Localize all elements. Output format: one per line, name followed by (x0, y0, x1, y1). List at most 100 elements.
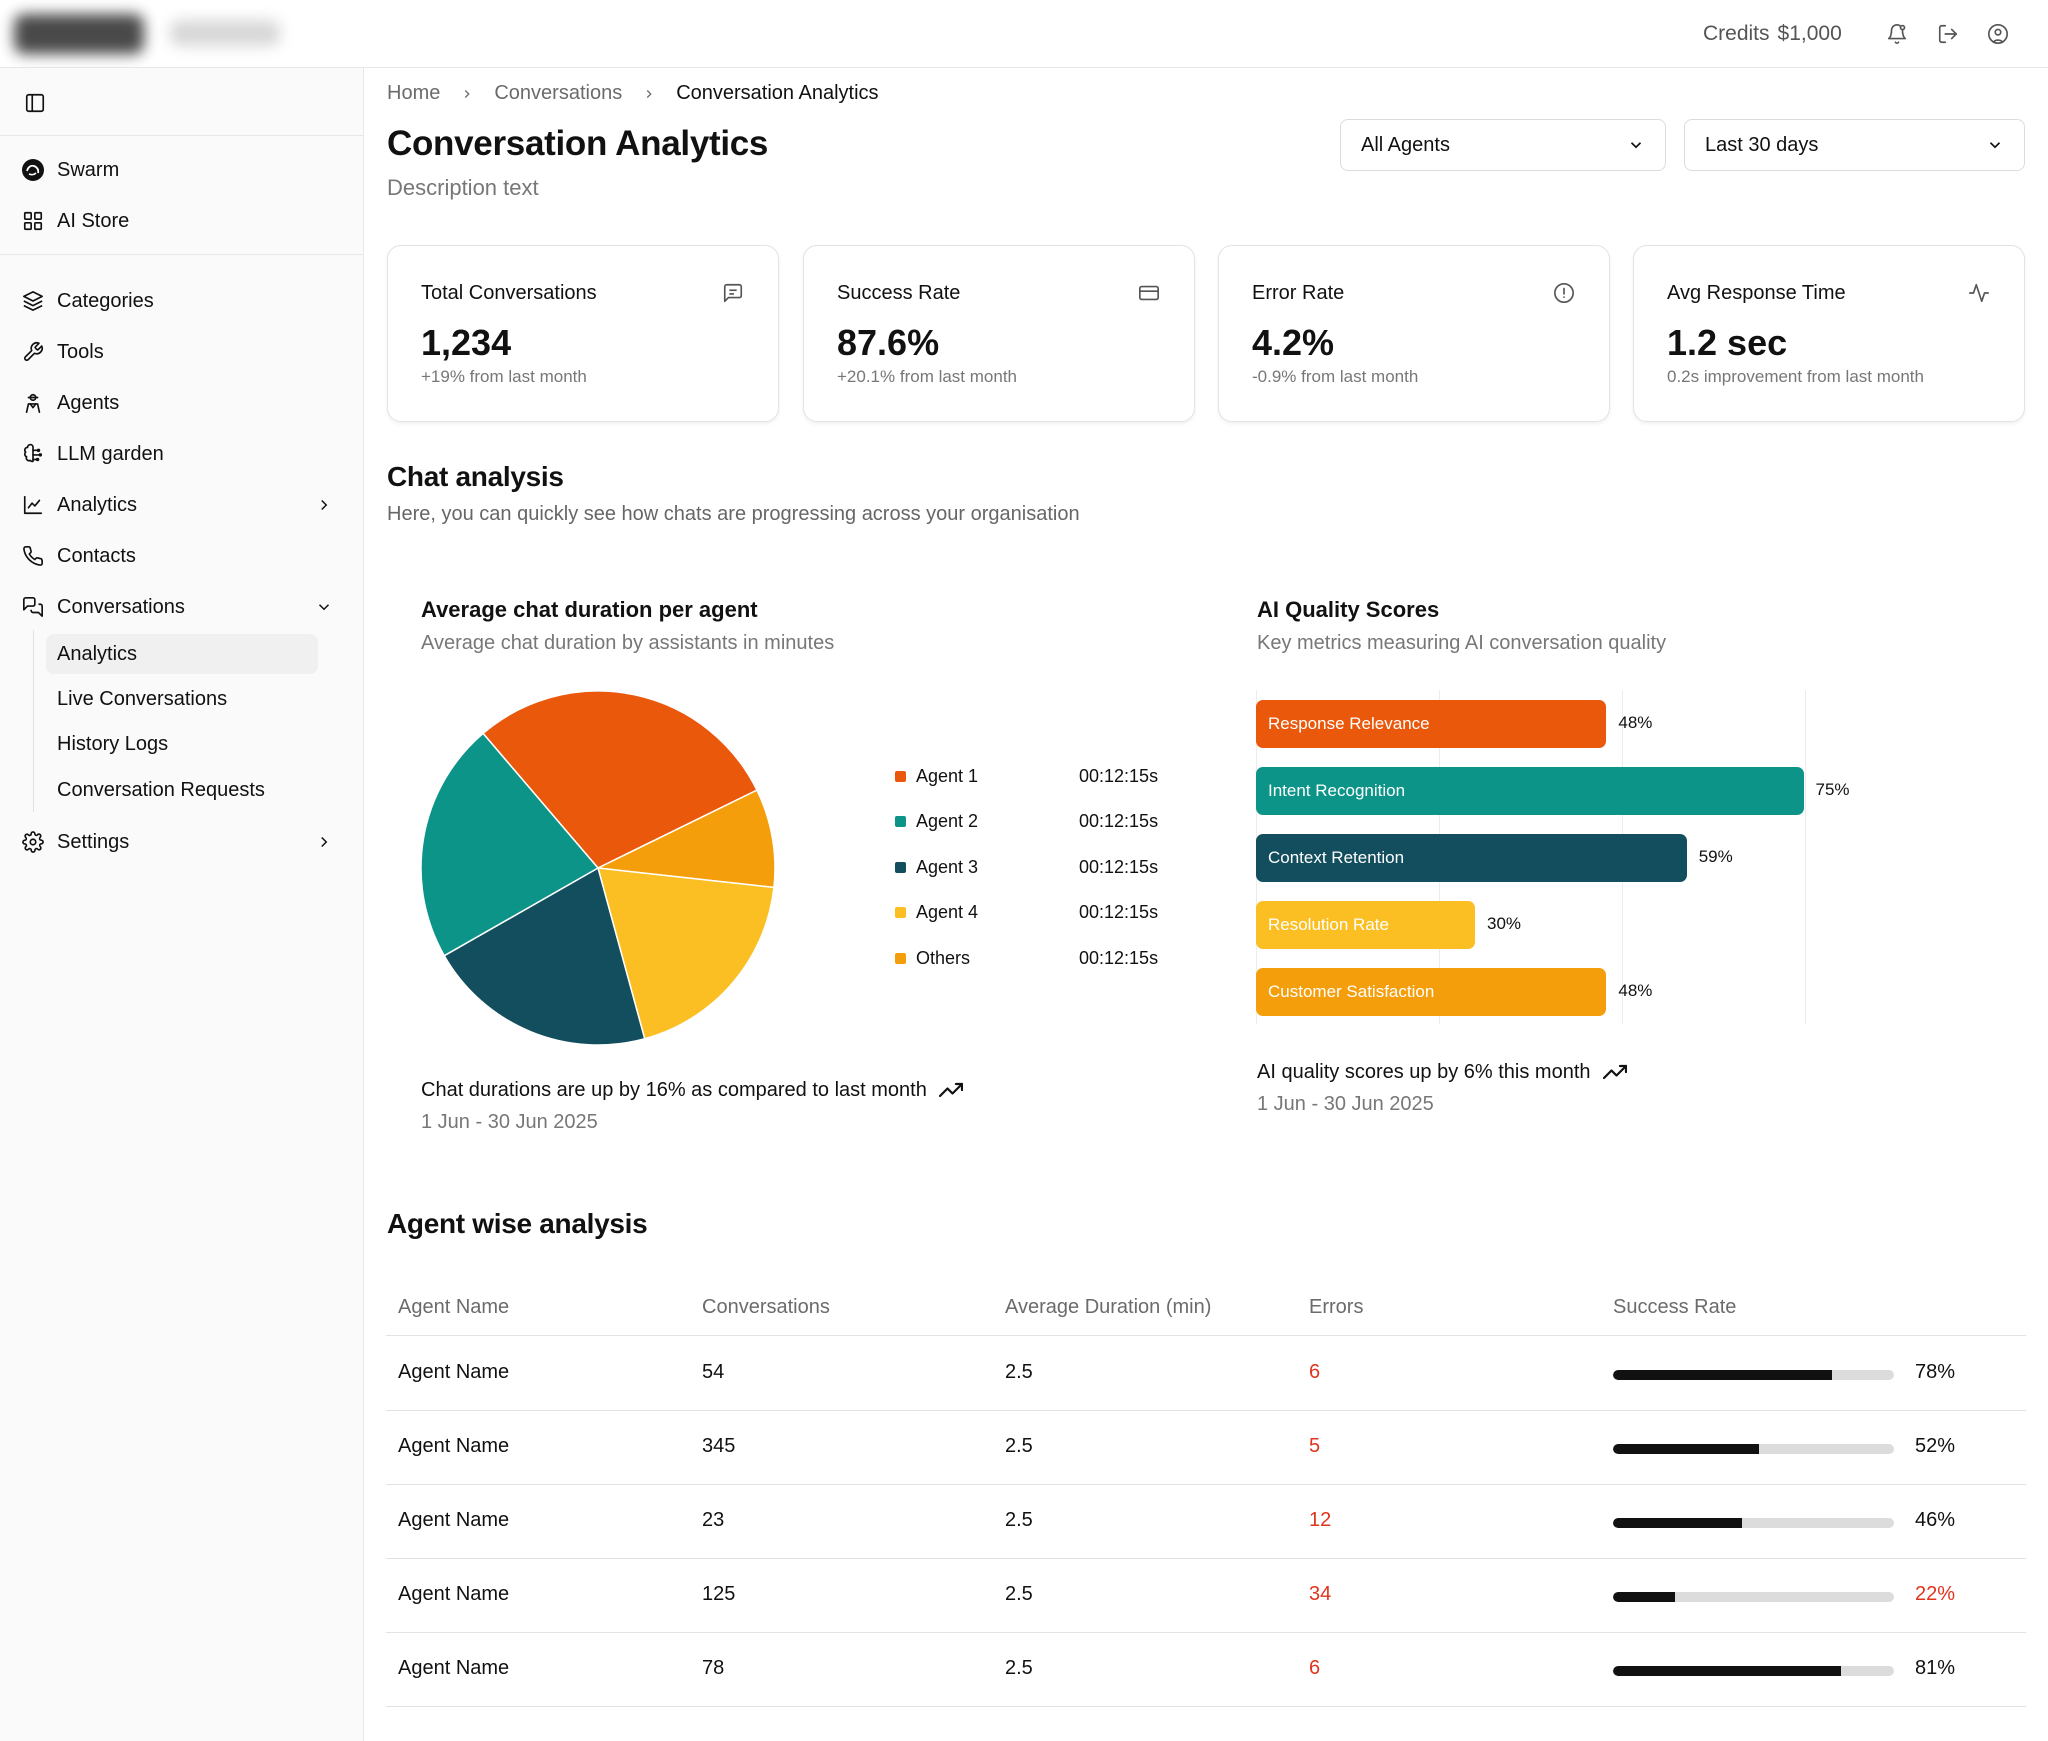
user-circle-icon[interactable] (1984, 20, 2012, 48)
brand-logo[interactable] (14, 14, 144, 54)
period-filter-select[interactable]: Last 30 days (1684, 119, 2025, 171)
table-row[interactable]: Agent Name 78 2.5 6 81% (386, 1633, 2026, 1707)
duration-cell: 2.5 (1005, 1435, 1033, 1457)
errors-cell: 6 (1309, 1657, 1321, 1679)
column-header[interactable]: Agent Name (398, 1296, 510, 1318)
stat-change: +19% from last month (421, 367, 587, 386)
chat-analysis-subtitle: Here, you can quickly see how chats are … (387, 503, 1080, 525)
submenu-item-history-logs[interactable]: History Logs (57, 732, 169, 755)
submenu-item-live-conversations[interactable]: Live Conversations (57, 687, 228, 710)
conversations-cell: 54 (702, 1361, 725, 1383)
pie-slice-agent-1[interactable] (481, 690, 758, 869)
success-rate-fill (1613, 1666, 1841, 1676)
success-rate-fill (1613, 1444, 1760, 1454)
column-header[interactable]: Success Rate (1613, 1296, 1737, 1318)
sidebar-item-categories[interactable]: Categories (20, 283, 340, 319)
sidebar-item-llm-garden[interactable]: LLM garden (20, 436, 340, 472)
top-bar: Credits $1,000 (0, 0, 2048, 68)
stat-change: 0.2s improvement from last month (1667, 367, 1924, 386)
bar-context-retention[interactable]: Context Retention (1256, 834, 1687, 882)
table-row[interactable]: Agent Name 23 2.5 12 46% (386, 1485, 2026, 1559)
table-row[interactable]: Agent Name 345 2.5 5 52% (386, 1411, 2026, 1485)
sidebar-item-analytics[interactable]: Analytics (20, 487, 340, 523)
bar-label: Context Retention (1268, 848, 1405, 867)
sidebar-item-tools[interactable]: Tools (20, 334, 340, 370)
sidebar-item-label: AI Store (57, 209, 130, 232)
layers-icon (20, 288, 46, 314)
submenu-item-analytics[interactable]: Analytics (46, 634, 318, 674)
sidebar-item-contacts[interactable]: Contacts (20, 538, 340, 574)
credits-label: Credits (1703, 22, 1770, 45)
breadcrumb-home[interactable]: Home (387, 82, 441, 104)
stat-change: -0.9% from last month (1252, 367, 1419, 386)
table-row[interactable]: Agent Name 125 2.5 34 22% (386, 1559, 2026, 1633)
bar-value-label: 48% (1618, 981, 1653, 1000)
stat-value: 1.2 sec (1667, 322, 1788, 363)
breadcrumb-current: Conversation Analytics (676, 82, 879, 104)
agent-filter-value: All Agents (1361, 133, 1450, 156)
sidebar-item-ai-store[interactable]: AI Store (20, 203, 340, 239)
success-rate-cell: 81% (1915, 1657, 1956, 1679)
duration-cell: 2.5 (1005, 1657, 1033, 1679)
gear-icon (20, 829, 46, 855)
pie-slice-agent-4[interactable] (596, 867, 775, 1040)
bell-icon[interactable] (1883, 20, 1911, 48)
bar-label: Response Relevance (1268, 714, 1430, 733)
agent-name-cell: Agent Name (398, 1509, 510, 1531)
stat-card-avg-response-time: Avg Response Time 1.2 sec 0.2s improveme… (1633, 245, 2025, 422)
column-header[interactable]: Errors (1309, 1296, 1364, 1318)
period-filter-value: Last 30 days (1705, 133, 1819, 156)
page-description: Description text (387, 175, 539, 200)
stat-title: Success Rate (837, 282, 961, 304)
legend-label: Others (916, 947, 971, 968)
submenu-item-conversation-requests[interactable]: Conversation Requests (57, 778, 265, 801)
pie-slice-others[interactable] (595, 789, 776, 889)
bar-value-label: 59% (1698, 847, 1733, 866)
bar-chart-title: AI Quality Scores (1257, 597, 1440, 622)
legend-swatch (895, 770, 906, 782)
column-header[interactable]: Conversations (702, 1296, 830, 1318)
agent-filter-select[interactable]: All Agents (1340, 119, 1666, 171)
bar-value-label: 30% (1487, 914, 1522, 933)
sidebar-item-label: Contacts (57, 544, 136, 567)
swarm-icon (20, 157, 46, 183)
chevron-right-icon (460, 87, 474, 101)
pie-trend-text: Chat durations are up by 16% as compared… (421, 1078, 927, 1101)
sidebar-item-label: Analytics (57, 493, 138, 516)
page-title: Conversation Analytics (387, 124, 769, 163)
pie-slice-agent-3[interactable] (443, 866, 646, 1046)
column-header[interactable]: Average Duration (min) (1005, 1296, 1212, 1318)
sidebar-item-swarm[interactable]: Swarm (20, 152, 340, 188)
agent-icon (20, 390, 46, 416)
sidebar-item-conversations[interactable]: Conversations (20, 589, 340, 625)
chevron-right-icon (642, 87, 656, 101)
stat-value: 87.6% (837, 322, 940, 363)
bar-intent-recognition[interactable]: Intent Recognition (1256, 767, 1804, 815)
bar-response-relevance[interactable]: Response Relevance (1256, 700, 1607, 748)
duration-cell: 2.5 (1005, 1509, 1033, 1531)
legend-value: 00:12:15s (1079, 902, 1159, 922)
logout-icon[interactable] (1934, 20, 1962, 48)
bar-trend: AI quality scores up by 6% this month (1257, 1060, 1627, 1084)
bar-label: Resolution Rate (1268, 915, 1389, 934)
table-row[interactable]: Agent Name 54 2.5 6 78% (386, 1337, 2026, 1411)
pie-chart-subtitle: Average chat duration by assistants in m… (421, 632, 835, 654)
stat-title: Avg Response Time (1667, 282, 1846, 304)
pie-slice-agent-2[interactable] (420, 732, 600, 957)
success-rate-bar (1613, 1592, 1894, 1602)
sidebar-toggle-icon[interactable] (20, 88, 50, 118)
bar-resolution-rate[interactable]: Resolution Rate (1256, 901, 1475, 949)
breadcrumb-conversations[interactable]: Conversations (494, 82, 623, 104)
legend-value: 00:12:15s (1079, 856, 1159, 877)
sidebar-item-agents[interactable]: Agents (20, 385, 340, 421)
chevron-right-icon (312, 493, 336, 517)
sidebar-item-settings[interactable]: Settings (20, 824, 340, 860)
bar-customer-satisfaction[interactable]: Customer Satisfaction (1256, 968, 1607, 1016)
sidebar-item-label: Conversations (57, 595, 185, 618)
legend-label: Agent 4 (916, 902, 979, 922)
bar-label: Intent Recognition (1268, 781, 1406, 800)
sidebar-item-label: Settings (57, 830, 130, 853)
errors-cell: 6 (1309, 1361, 1321, 1383)
success-rate-fill (1613, 1370, 1833, 1380)
credits-value: $1,000 (1777, 22, 1842, 45)
